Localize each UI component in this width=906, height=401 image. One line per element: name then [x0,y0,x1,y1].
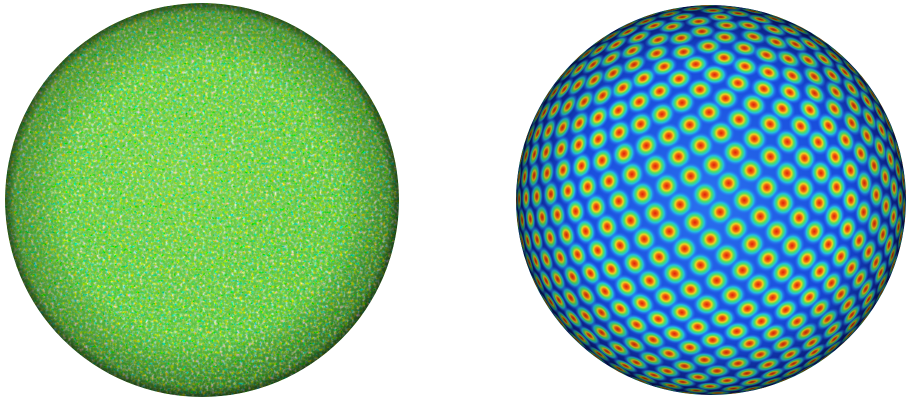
sphere-shading [516,5,906,395]
page: (() => { const svg = document.getElement… [0,0,906,401]
pattern-sphere [515,4,906,396]
scene [0,0,906,401]
noisy-sphere [5,3,399,397]
sphere-shading [5,3,399,397]
